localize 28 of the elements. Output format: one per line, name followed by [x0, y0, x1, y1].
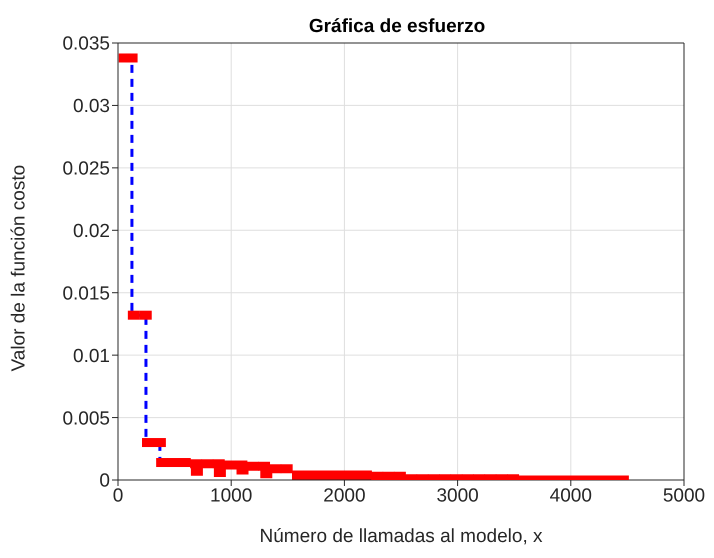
- point: [140, 310, 152, 320]
- x-tick-label: 2000: [323, 485, 366, 506]
- y-tick-label: 0.025: [62, 158, 110, 180]
- x-tick-label: 1000: [210, 485, 252, 506]
- x-tick-label: 4000: [550, 485, 592, 506]
- point: [190, 466, 203, 476]
- x-tick-label: 5000: [662, 485, 706, 506]
- point: [154, 438, 166, 448]
- y-tick-label: 0.03: [73, 96, 110, 118]
- x-tick-label: 3000: [436, 485, 479, 506]
- point: [292, 470, 304, 480]
- chart-title: Gráfica de esfuerzo: [308, 16, 486, 37]
- y-axis-title: Valor de la función costo: [8, 164, 30, 372]
- x-tick-label: 0: [112, 485, 124, 506]
- y-tick-label: 0.005: [62, 408, 110, 430]
- y-tick-label: 0.015: [62, 283, 110, 304]
- point: [280, 464, 293, 474]
- x-axis-title: Número de llamadas al modelo, x: [259, 526, 544, 547]
- y-tick-label: 0.02: [73, 221, 110, 242]
- point: [142, 438, 154, 448]
- y-tick-label: 0: [99, 470, 110, 492]
- y-tick-label: 0.035: [62, 34, 110, 55]
- point: [214, 468, 226, 478]
- point: [128, 310, 140, 320]
- point: [156, 458, 168, 468]
- point: [260, 469, 272, 478]
- y-tick-label: 0.01: [73, 346, 110, 367]
- point: [126, 53, 138, 62]
